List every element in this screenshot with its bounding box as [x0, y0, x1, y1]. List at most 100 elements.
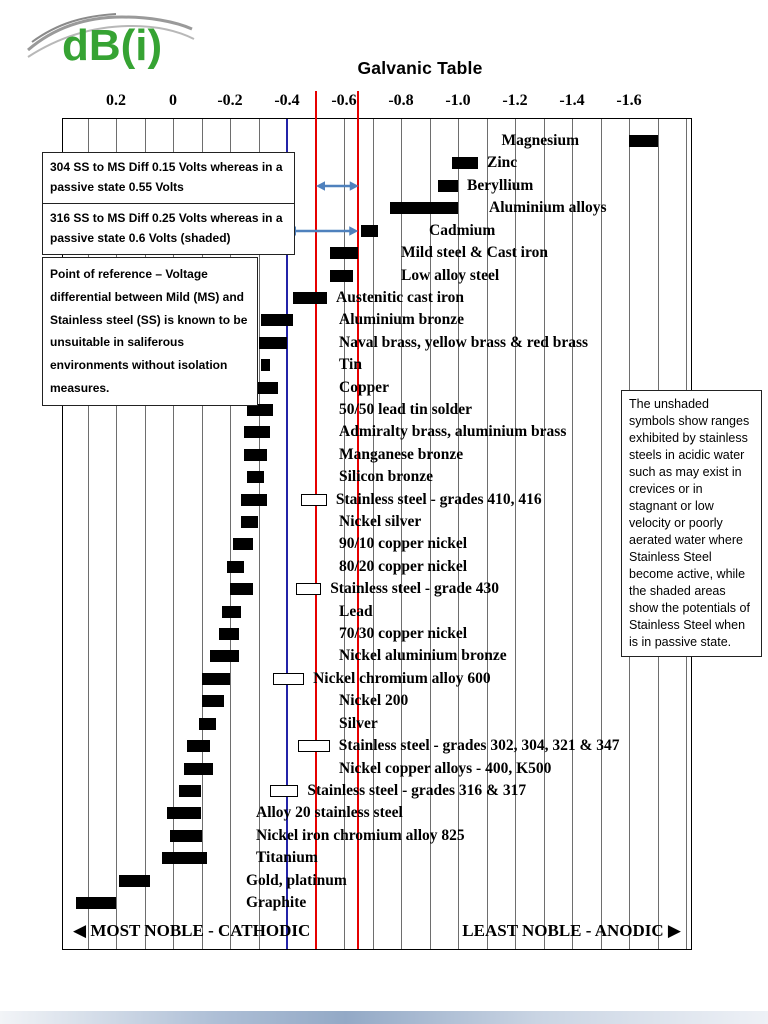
- potential-bar: [329, 269, 353, 282]
- potential-bar: [221, 605, 242, 618]
- metal-label: 70/30 copper nickel: [339, 625, 468, 642]
- gridline: [372, 119, 374, 949]
- potential-bar: [232, 538, 253, 551]
- gridline: [230, 119, 231, 949]
- metal-label: 90/10 copper nickel: [339, 535, 468, 553]
- potential-bar: [118, 874, 151, 887]
- diff-arrow: [315, 180, 359, 191]
- metal-label: Austenitic cast iron: [336, 288, 465, 306]
- potential-bar: [261, 359, 270, 372]
- metal-label: Nickel silver: [339, 513, 422, 530]
- metal-label: Stainless steel - grades 302, 304, 321 &…: [338, 737, 620, 755]
- metal-label: Nickel aluminium bronze: [339, 647, 507, 665]
- least-noble-anodic-label: LEAST NOBLE - ANODIC ▶: [462, 921, 681, 940]
- metal-label: Mild steel & Cast iron: [401, 244, 548, 262]
- reference-line-red-1: [314, 91, 317, 949]
- potential-bar: [258, 336, 287, 349]
- metal-label: Admiralty brass, aluminium brass: [339, 423, 567, 441]
- axis-tick-label: 0: [169, 92, 177, 109]
- gridline: [543, 119, 545, 949]
- potential-bar: [389, 202, 458, 215]
- active-range-box: [301, 493, 327, 506]
- metal-label: Nickel chromium alloy 600: [313, 669, 491, 687]
- potential-bar: [292, 291, 327, 304]
- metal-label: Alloy 20 stainless steel: [256, 804, 403, 822]
- potential-bar: [230, 583, 253, 596]
- diff-arrow: [287, 225, 359, 236]
- annotation-point-of-reference: Point of reference – Voltage differentia…: [42, 257, 258, 406]
- metal-label: 80/20 copper nickel: [339, 557, 468, 575]
- metal-label: Nickel copper alloys - 400, K500: [339, 759, 552, 777]
- metal-label: Nickel 200: [339, 692, 409, 710]
- potential-bar: [201, 695, 225, 708]
- page-title: Galvanic Table: [357, 58, 483, 78]
- gridline: [458, 119, 459, 949]
- potential-bar: [241, 493, 268, 506]
- potential-bar: [329, 247, 359, 260]
- metal-label: Naval brass, yellow brass & red brass: [339, 333, 589, 351]
- active-range-box: [298, 740, 330, 753]
- potential-bar: [247, 403, 273, 416]
- potential-bar: [184, 762, 213, 775]
- potential-bar: [167, 807, 202, 820]
- logo-text: dB(i): [62, 21, 162, 70]
- potential-bar: [629, 135, 658, 147]
- annotation-316ss-diff: 316 SS to MS Diff 0.25 Volts whereas in …: [42, 203, 295, 255]
- reference-line-blue: [286, 119, 288, 949]
- axis-tick-label: -1.0: [445, 92, 471, 109]
- gridline: [401, 119, 402, 949]
- axis-tick-label: -0.6: [331, 92, 357, 109]
- metal-label: Aluminium bronze: [339, 311, 465, 329]
- potential-bar: [187, 740, 211, 753]
- potential-bar: [261, 314, 293, 327]
- potential-bar: [244, 426, 270, 439]
- footer-gradient-bar: [0, 1011, 768, 1024]
- metal-label: Graphite: [246, 893, 307, 911]
- potential-bar: [361, 224, 379, 237]
- potential-bar: [178, 784, 202, 797]
- axis-tick-label: -1.4: [559, 92, 585, 109]
- logo-swoosh-graphic: dB(i): [27, 13, 195, 70]
- gridline: [144, 119, 146, 949]
- axis-tick-label: -0.8: [388, 92, 414, 109]
- metal-label: Cadmium: [429, 221, 496, 239]
- gridline: [87, 119, 89, 949]
- axis-tick-label: -0.2: [217, 92, 243, 109]
- gridline: [258, 119, 260, 949]
- gridline: [572, 119, 573, 949]
- potential-bar: [198, 717, 216, 730]
- axis-tick-label: -0.4: [274, 92, 300, 109]
- axis-tick-label: 0.2: [106, 92, 126, 109]
- gridline: [515, 119, 516, 949]
- potential-bar: [170, 829, 202, 842]
- reference-line-red-2: [357, 91, 360, 949]
- potential-bar: [438, 179, 458, 192]
- metal-label: Magnesium: [501, 132, 580, 149]
- axis-tick-label: -1.2: [502, 92, 528, 109]
- metal-label: Zinc: [487, 154, 518, 172]
- galvanic-chart: ◀ MOST NOBLE - CATHODIC LEAST NOBLE - AN…: [62, 91, 692, 950]
- active-range-box: [269, 784, 299, 797]
- potential-bar: [76, 896, 116, 909]
- active-range-box: [295, 583, 322, 596]
- active-range-box: [272, 672, 305, 685]
- potential-bar: [255, 381, 279, 394]
- metal-label: Lead: [339, 602, 373, 620]
- metal-label: Nickel iron chromium alloy 825: [256, 826, 465, 844]
- gridline: [173, 119, 174, 949]
- metal-label: Copper: [339, 378, 389, 396]
- potential-bar: [161, 852, 208, 865]
- potential-bar: [247, 471, 265, 484]
- metal-label: Stainless steel - grades 410, 416: [335, 490, 542, 508]
- metal-label: Low alloy steel: [401, 266, 500, 284]
- axis-tick-label: -1.6: [616, 92, 642, 109]
- annotation-unshaded-note: The unshaded symbols show ranges exhibit…: [621, 390, 762, 657]
- gridline: [116, 119, 117, 949]
- metal-label: Titanium: [256, 849, 318, 867]
- gridline: [429, 119, 431, 949]
- gridline: [600, 119, 602, 949]
- potential-bar: [452, 157, 478, 170]
- metal-label: Stainless steel - grade 430: [330, 580, 499, 598]
- potential-bar: [244, 448, 268, 461]
- metal-label: Manganese bronze: [339, 445, 464, 463]
